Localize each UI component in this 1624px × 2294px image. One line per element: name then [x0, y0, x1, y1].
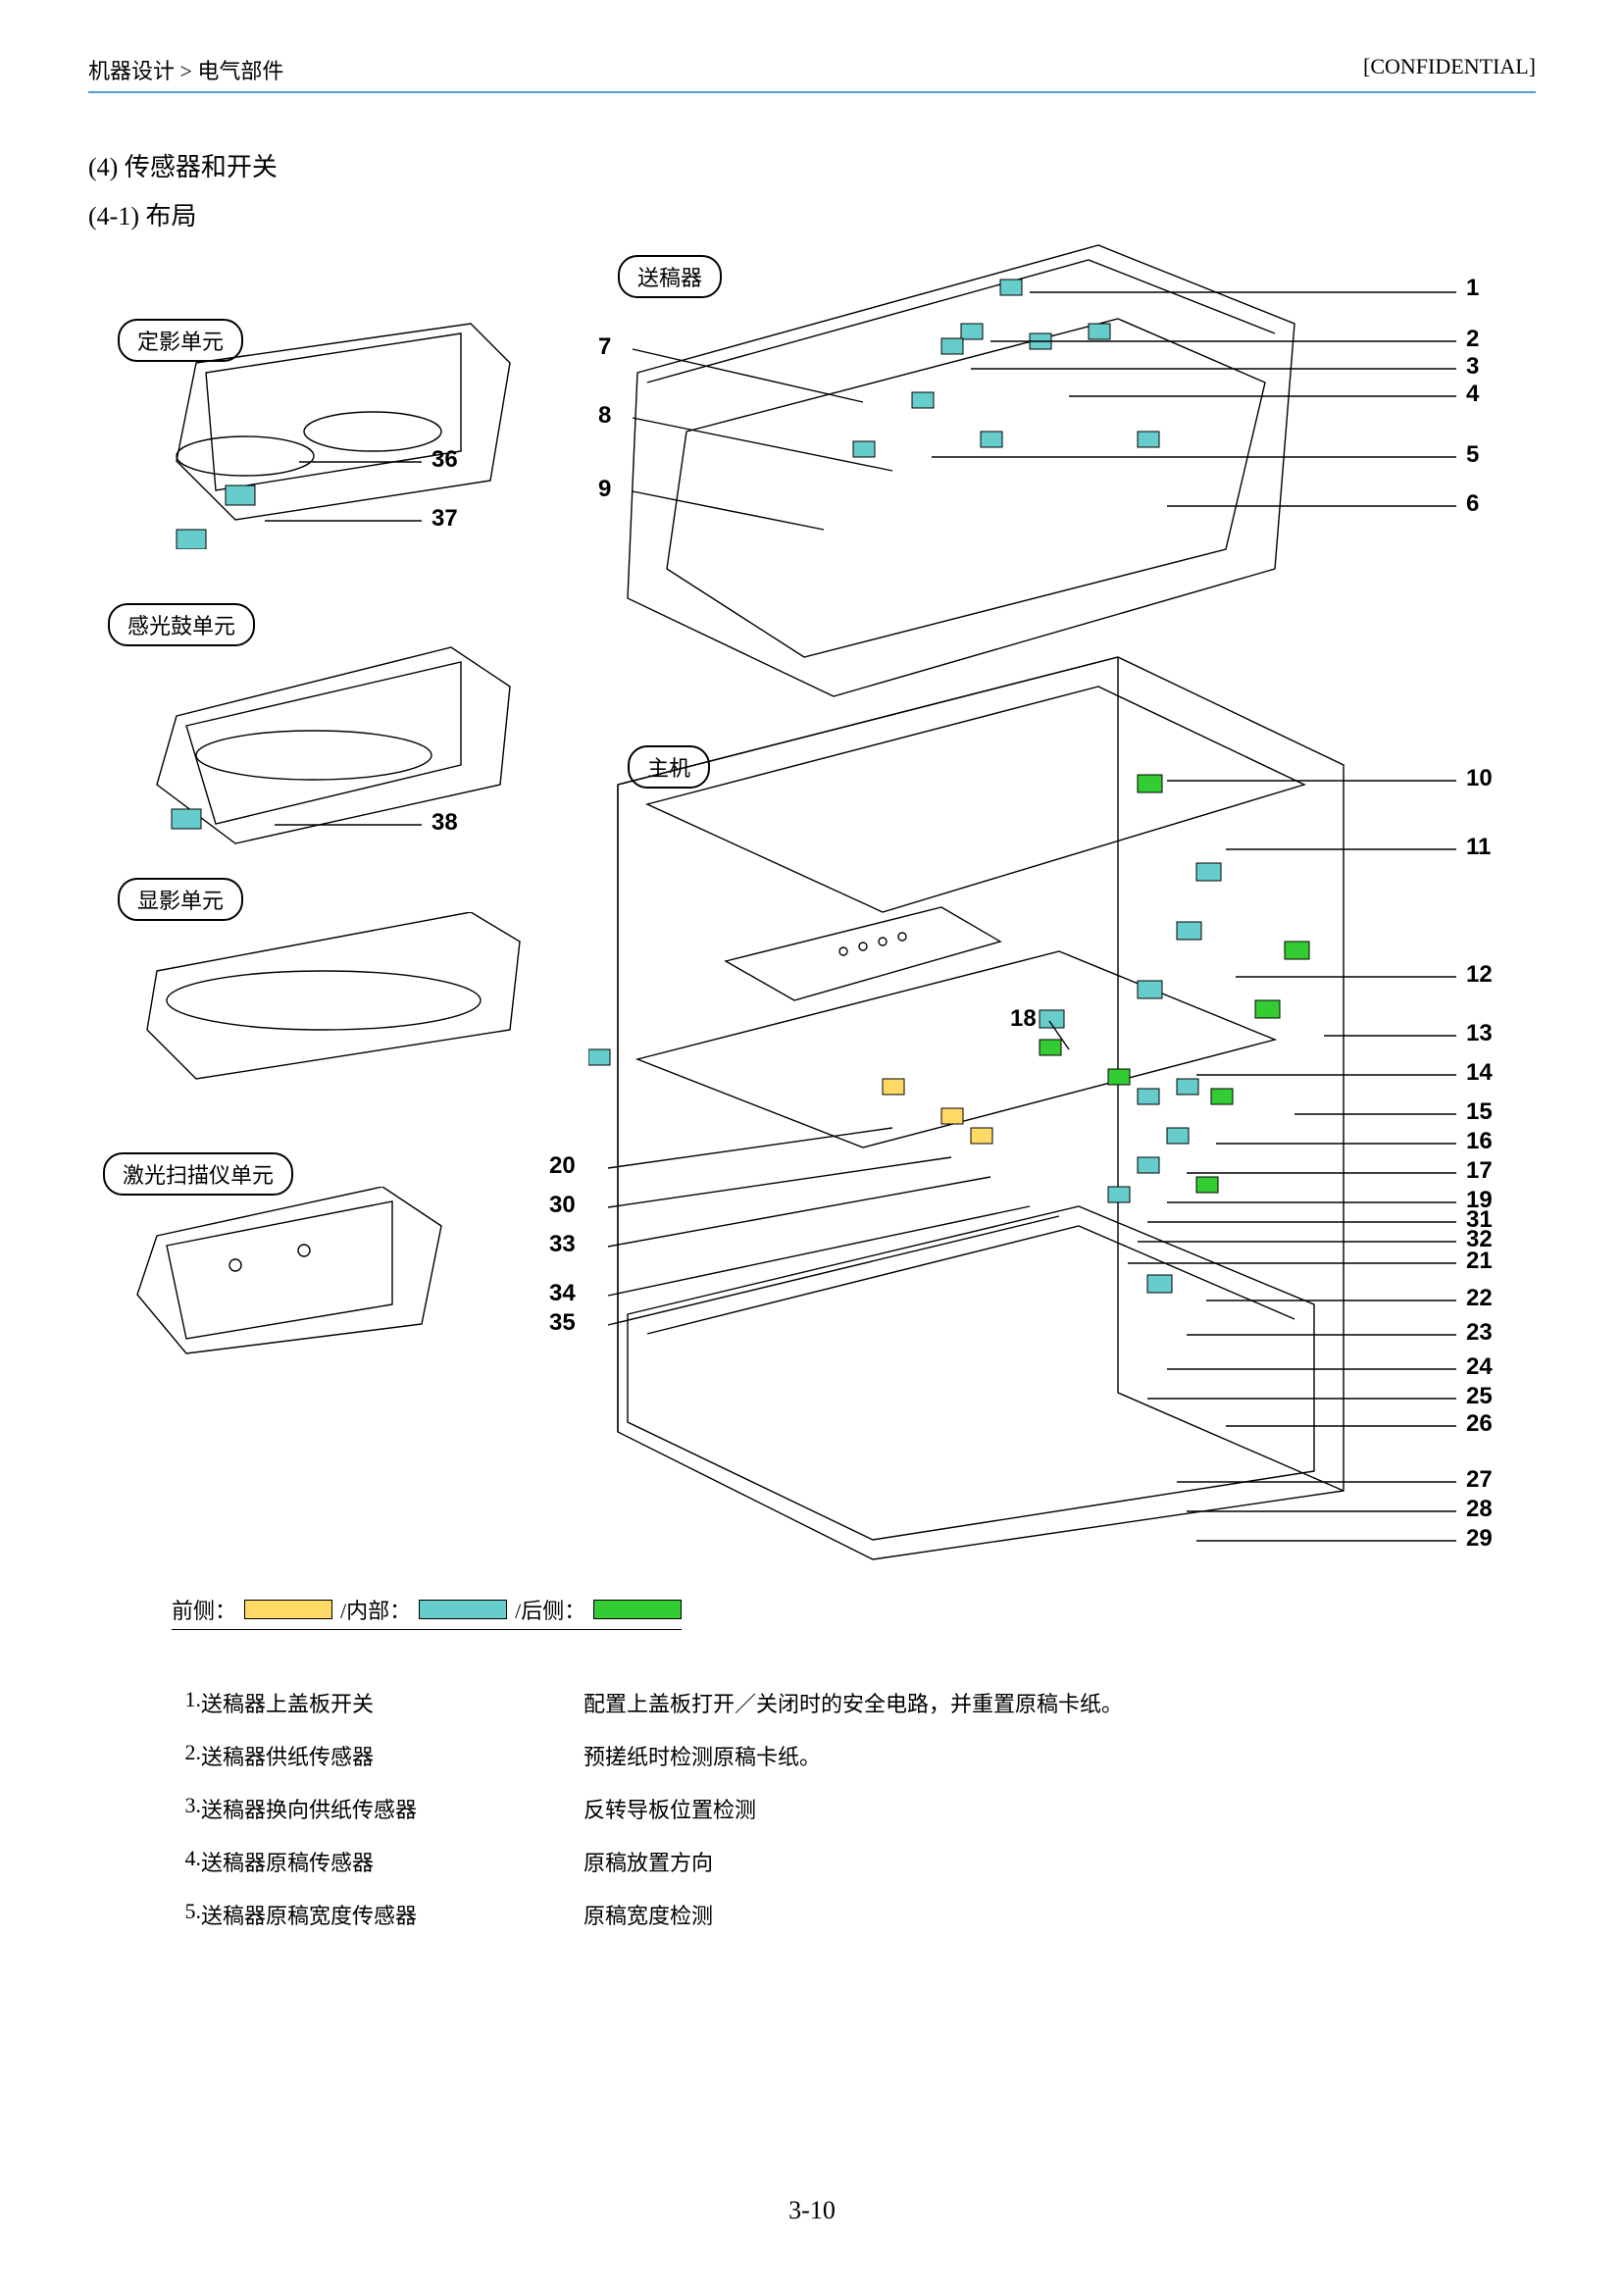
- callout-number: 2: [1466, 326, 1479, 353]
- callout-number: 6: [1466, 490, 1479, 518]
- callout-number: 9: [598, 476, 611, 503]
- description-row: 3.送稿器换向供纸传感器反转导板位置检测: [172, 1793, 1123, 1824]
- desc-text: 原稿宽度检测: [584, 1899, 713, 1930]
- subsection-title: (4-1) 布局: [88, 196, 196, 232]
- page-header: 机器设计 > 电气部件 [CONFIDENTIAL]: [88, 54, 1536, 93]
- description-list: 1.送稿器上盖板开关配置上盖板打开／关闭时的安全电路，并重置原稿卡纸。2.送稿器…: [172, 1687, 1123, 1952]
- section-title: (4) 传感器和开关: [88, 147, 278, 183]
- callout-number: 11: [1466, 834, 1491, 861]
- callout-number: 24: [1466, 1353, 1493, 1381]
- legend-rear-label: /后侧：: [515, 1594, 585, 1625]
- callout-number: 33: [549, 1231, 576, 1258]
- desc-text: 预搓纸时检测原稿卡纸。: [584, 1740, 821, 1771]
- legend-front-label: 前侧：: [172, 1594, 236, 1625]
- swatch-rear: [593, 1600, 682, 1619]
- callout-number: 7: [598, 333, 611, 361]
- breadcrumb-left: 机器设计 > 电气部件: [88, 54, 283, 85]
- callout-number: 23: [1466, 1319, 1493, 1347]
- callout-number: 1: [1466, 275, 1479, 302]
- callout-number: 8: [598, 402, 611, 430]
- desc-name: 送稿器原稿宽度传感器: [201, 1899, 584, 1930]
- exploded-diagram: 定影单元 感光鼓单元 显影单元 激光扫描仪单元 送稿器 主机: [88, 275, 1536, 1550]
- desc-name: 送稿器原稿传感器: [201, 1846, 584, 1877]
- callout-number: 37: [431, 505, 458, 533]
- callout-number: 29: [1466, 1525, 1493, 1553]
- desc-number: 4.: [172, 1846, 201, 1877]
- callout-number: 30: [549, 1192, 576, 1219]
- color-legend: 前侧： /内部： /后侧：: [172, 1594, 682, 1630]
- callout-number: 22: [1466, 1285, 1493, 1312]
- breadcrumb-right: [CONFIDENTIAL]: [1363, 54, 1536, 85]
- callout-number: 27: [1466, 1466, 1493, 1494]
- callout-number: 34: [549, 1280, 576, 1307]
- callout-number: 38: [431, 809, 458, 837]
- legend-inner-label: /内部：: [340, 1594, 411, 1625]
- description-row: 5.送稿器原稿宽度传感器原稿宽度检测: [172, 1899, 1123, 1930]
- callout-number: 10: [1466, 765, 1493, 792]
- desc-name: 送稿器上盖板开关: [201, 1687, 584, 1718]
- callout-number: 21: [1466, 1248, 1493, 1275]
- desc-number: 5.: [172, 1899, 201, 1930]
- desc-text: 原稿放置方向: [584, 1846, 713, 1877]
- callout-number: 17: [1466, 1157, 1493, 1185]
- lead-lines: [88, 275, 1536, 1559]
- callout-number: 20: [549, 1152, 576, 1180]
- desc-name: 送稿器换向供纸传感器: [201, 1793, 584, 1824]
- page-number: 3-10: [0, 2196, 1624, 2225]
- desc-text: 配置上盖板打开／关闭时的安全电路，并重置原稿卡纸。: [584, 1687, 1123, 1718]
- callout-number: 26: [1466, 1410, 1493, 1438]
- desc-text: 反转导板位置检测: [584, 1793, 756, 1824]
- callout-number: 4: [1466, 381, 1479, 408]
- description-row: 1.送稿器上盖板开关配置上盖板打开／关闭时的安全电路，并重置原稿卡纸。: [172, 1687, 1123, 1718]
- swatch-front: [244, 1600, 332, 1619]
- callout-number: 5: [1466, 441, 1479, 469]
- callout-number: 25: [1466, 1383, 1493, 1410]
- callout-number: 36: [431, 446, 458, 474]
- callout-number: 12: [1466, 961, 1493, 989]
- description-row: 4.送稿器原稿传感器原稿放置方向: [172, 1846, 1123, 1877]
- callout-number: 28: [1466, 1496, 1493, 1523]
- desc-number: 2.: [172, 1740, 201, 1771]
- desc-number: 1.: [172, 1687, 201, 1718]
- callout-number: 16: [1466, 1128, 1493, 1155]
- callout-number: 13: [1466, 1020, 1493, 1047]
- callout-number: 35: [549, 1309, 576, 1337]
- swatch-inner: [419, 1600, 507, 1619]
- desc-name: 送稿器供纸传感器: [201, 1740, 584, 1771]
- callout-number: 18: [1010, 1005, 1037, 1033]
- description-row: 2.送稿器供纸传感器预搓纸时检测原稿卡纸。: [172, 1740, 1123, 1771]
- desc-number: 3.: [172, 1793, 201, 1824]
- callout-number: 3: [1466, 353, 1479, 381]
- callout-number: 15: [1466, 1098, 1493, 1126]
- callout-number: 14: [1466, 1059, 1493, 1087]
